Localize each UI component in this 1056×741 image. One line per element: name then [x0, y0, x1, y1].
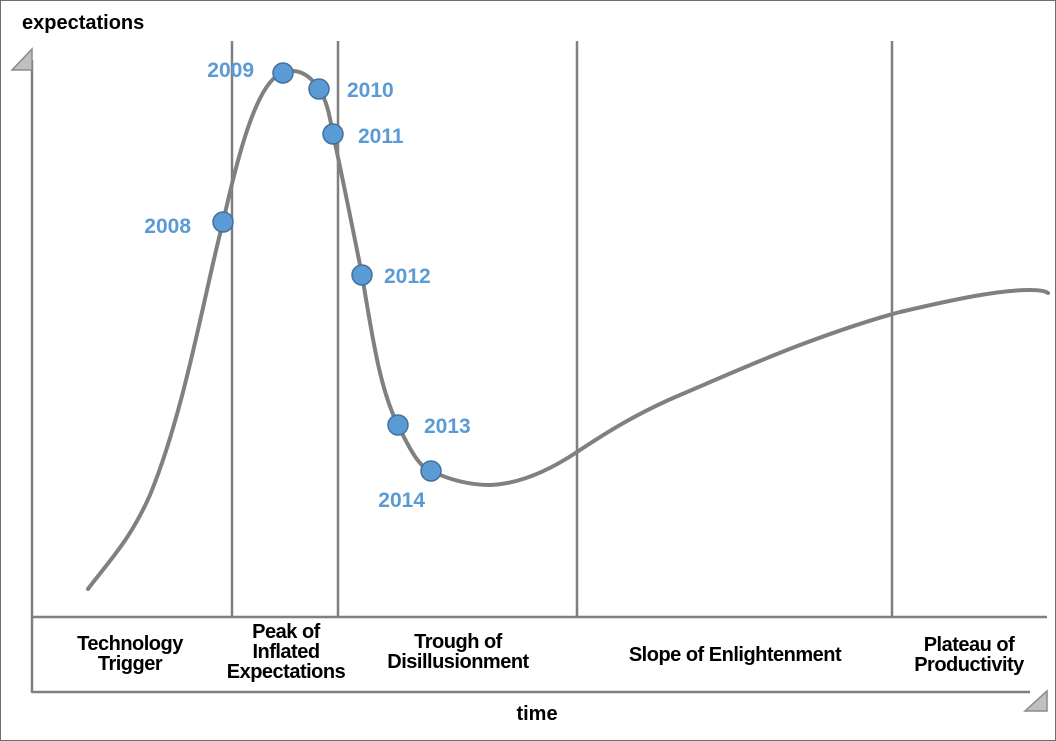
- x-axis-title: time: [516, 703, 557, 725]
- phase-label-1: Technology Trigger: [77, 633, 184, 675]
- phase-label-line: Inflated: [252, 641, 319, 663]
- year-label-2014: 2014: [378, 489, 425, 512]
- y-axis-title: expectations: [22, 12, 144, 34]
- year-labels: 2008 2009 2010 2011 2012 2013 2014: [144, 59, 470, 512]
- phase-label-line: Technology: [77, 633, 184, 655]
- year-label-2009: 2009: [207, 59, 254, 82]
- phase-label-4: Slope of Enlightenment: [629, 644, 842, 666]
- phase-label-line: Slope of Enlightenment: [629, 644, 842, 666]
- phase-label-line: Trough of: [414, 631, 503, 653]
- year-marker-2009: [272, 62, 294, 84]
- year-marker-2011: [322, 123, 344, 145]
- year-marker-2010: [308, 78, 330, 100]
- year-marker-2014: [420, 460, 442, 482]
- year-label-2010: 2010: [347, 79, 394, 102]
- x-axis-arrowhead: [1023, 689, 1048, 712]
- year-label-2012: 2012: [384, 265, 431, 288]
- phase-label-2: Peak of Inflated Expectations: [227, 621, 346, 683]
- year-marker-2012: [351, 264, 373, 286]
- y-axis-arrowhead: [10, 47, 33, 71]
- phase-label-line: Expectations: [227, 661, 346, 683]
- phase-label-line: Productivity: [914, 654, 1025, 676]
- phase-label-line: Plateau of: [924, 634, 1015, 656]
- year-marker-2013: [387, 414, 409, 436]
- year-label-2013: 2013: [424, 415, 471, 438]
- phase-labels: Technology Trigger Peak of Inflated Expectat…: [77, 621, 1026, 683]
- phase-label-line: Disillusionment: [387, 651, 529, 673]
- year-markers: [212, 62, 442, 482]
- phase-label-line: Trigger: [98, 653, 163, 675]
- year-marker-2008: [212, 211, 234, 233]
- phase-label-3: Trough of Disillusionment: [387, 631, 529, 673]
- year-label-2008: 2008: [144, 215, 191, 238]
- axes: [10, 47, 1048, 712]
- phase-label-5: Plateau of Productivity: [914, 634, 1025, 676]
- phase-label-line: Peak of: [252, 621, 320, 643]
- year-label-2011: 2011: [358, 125, 404, 148]
